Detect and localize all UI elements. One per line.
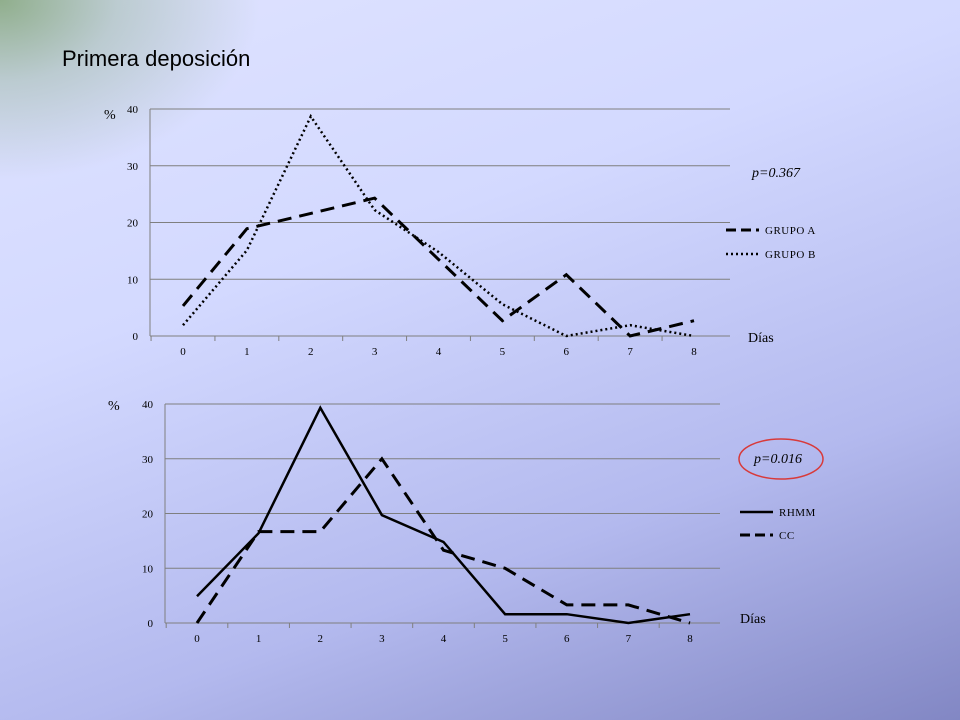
highlight-circle xyxy=(738,438,824,480)
slide-title: Primera deposición xyxy=(62,46,251,71)
x-tick-label: 1 xyxy=(256,633,262,645)
series-line-cc xyxy=(195,456,691,625)
x-tick-label: 6 xyxy=(564,346,570,358)
y-tick-label: 30 xyxy=(142,454,154,466)
x-tick-label: 7 xyxy=(626,633,632,645)
x-axis-label: Días xyxy=(740,612,766,627)
y-tick-label: 20 xyxy=(127,218,139,230)
p-value-annotation: p=0.016 xyxy=(753,452,802,467)
series-line-grupo-a xyxy=(181,196,695,338)
y-tick-label: 40 xyxy=(127,104,139,116)
x-axis-label: Días xyxy=(748,331,774,346)
series-line-grupo-b xyxy=(182,113,695,338)
y-tick-label: 0 xyxy=(133,331,139,343)
x-tick-label: 8 xyxy=(691,346,697,358)
x-tick-label: 0 xyxy=(194,633,200,645)
x-tick-label: 4 xyxy=(441,633,447,645)
x-tick-label: 5 xyxy=(502,633,508,645)
legend-label: CC xyxy=(779,530,795,542)
legend-label: GRUPO B xyxy=(765,249,816,261)
y-axis-unit-label: % xyxy=(108,399,120,414)
y-tick-label: 20 xyxy=(142,509,154,521)
y-axis-unit-label: % xyxy=(104,108,116,123)
y-tick-label: 40 xyxy=(142,399,154,411)
legend-label: GRUPO A xyxy=(765,225,816,237)
y-tick-label: 0 xyxy=(148,618,154,630)
x-tick-label: 2 xyxy=(318,633,324,645)
x-tick-label: 7 xyxy=(627,346,633,358)
x-tick-label: 4 xyxy=(436,346,442,358)
x-tick-label: 6 xyxy=(564,633,570,645)
x-tick-label: 5 xyxy=(500,346,506,358)
x-tick-label: 0 xyxy=(180,346,186,358)
y-tick-label: 30 xyxy=(127,161,139,173)
x-tick-label: 2 xyxy=(308,346,314,358)
y-tick-label: 10 xyxy=(127,274,139,286)
x-tick-label: 3 xyxy=(379,633,385,645)
p-value-annotation: p=0.367 xyxy=(751,166,801,181)
x-tick-label: 3 xyxy=(372,346,378,358)
legend-label: RHMM xyxy=(779,507,816,519)
series-line-rhmm xyxy=(196,405,691,625)
x-tick-label: 1 xyxy=(244,346,250,358)
y-tick-label: 10 xyxy=(142,563,154,575)
x-tick-label: 8 xyxy=(687,633,693,645)
